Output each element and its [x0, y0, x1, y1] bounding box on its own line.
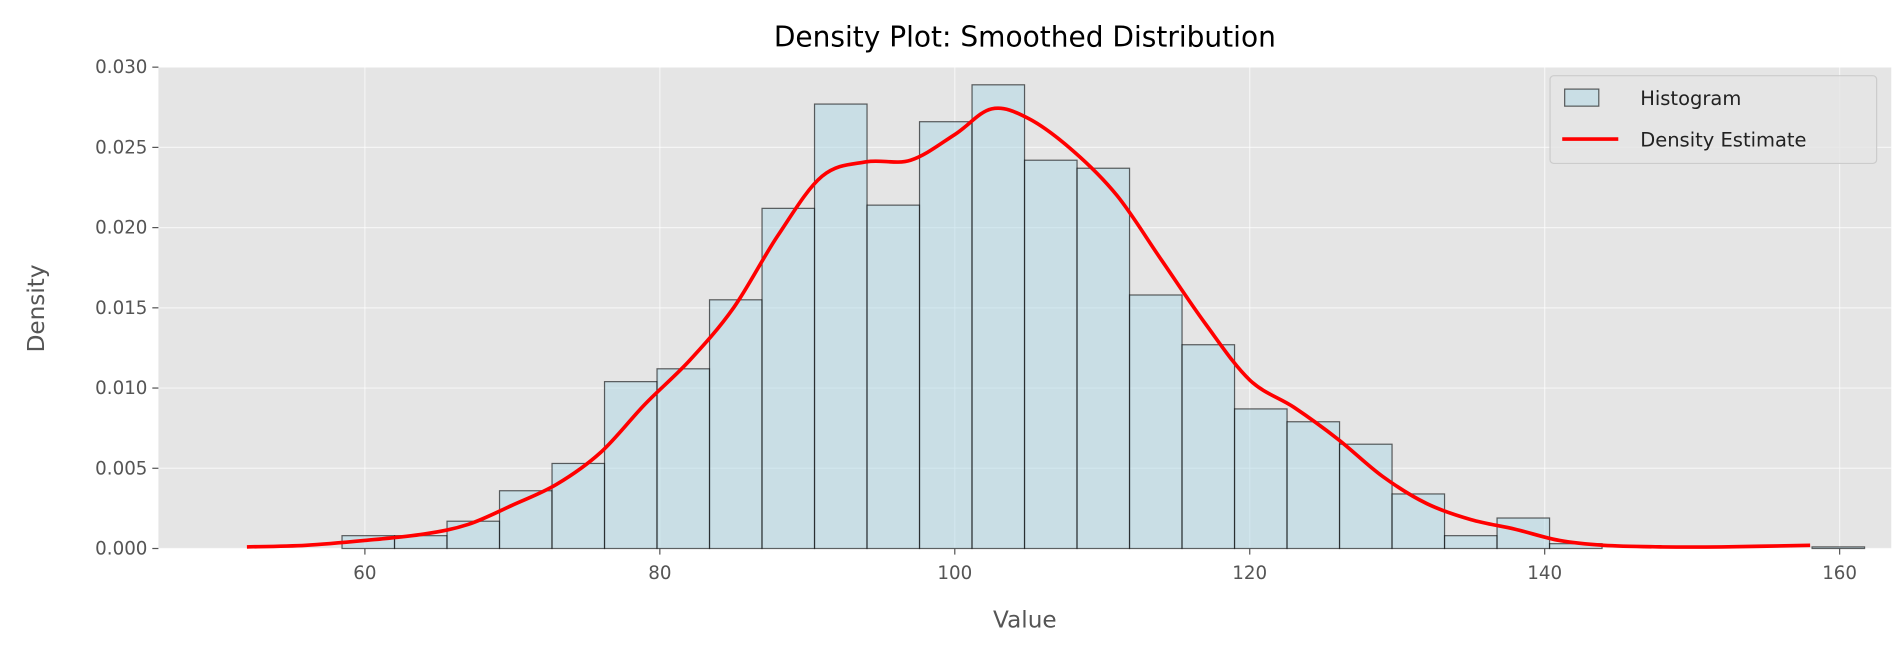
x-tick-label: 80 — [648, 563, 671, 584]
histogram-bar — [446, 520, 501, 550]
histogram-bar — [971, 84, 1026, 550]
y-tick-label: 0.030 — [95, 57, 147, 78]
chart-title: Density Plot: Smoothed Distribution — [774, 20, 1276, 53]
histogram-bar — [1286, 421, 1341, 550]
histogram-bar — [551, 462, 606, 550]
histogram-bars — [341, 84, 1866, 550]
legend-density-label: Density Estimate — [1640, 128, 1806, 151]
y-ticks: 0.000 0.005 0.010 0.015 0.020 0.025 0.030 — [95, 57, 159, 560]
x-tick-label: 160 — [1822, 563, 1857, 584]
histogram-bar — [1391, 493, 1446, 550]
histogram-bar — [761, 207, 816, 550]
density-curve — [246, 106, 1811, 549]
legend-histogram-swatch — [1564, 88, 1600, 107]
y-tick-label: 0.015 — [95, 298, 147, 319]
histogram-bar — [1338, 443, 1393, 550]
x-tick-label: 120 — [1232, 563, 1267, 584]
histogram-bar — [1076, 167, 1131, 550]
y-tick-label: 0.025 — [95, 137, 147, 158]
histogram-bar — [866, 204, 921, 550]
histogram-bar — [1181, 344, 1236, 550]
histogram-bar — [656, 368, 711, 550]
histogram-bar — [1443, 535, 1498, 550]
legend-box — [1549, 75, 1878, 165]
y-tick-label: 0.005 — [95, 458, 147, 479]
legend: Histogram Density Estimate — [1549, 75, 1878, 165]
y-tick-label: 0.020 — [95, 218, 147, 239]
x-tick-label: 100 — [937, 563, 972, 584]
x-tick-label: 140 — [1527, 563, 1562, 584]
x-axis-label: Value — [993, 608, 1057, 634]
x-ticks: 60 80 100 120 140 160 — [353, 548, 1857, 584]
histogram-bar — [1811, 546, 1866, 550]
histogram-bar — [708, 299, 763, 550]
y-tick-label: 0.010 — [95, 378, 147, 399]
histogram-bar — [1128, 294, 1183, 550]
histogram-bar — [1023, 159, 1078, 550]
histogram-bar — [603, 381, 658, 550]
histogram-bar — [1496, 517, 1551, 550]
histogram-bar — [813, 103, 868, 550]
legend-histogram-label: Histogram — [1640, 87, 1741, 110]
x-tick-label: 60 — [353, 563, 376, 584]
histogram-bar — [1233, 408, 1288, 550]
histogram-bar — [918, 121, 973, 550]
y-axis-label: Density — [24, 264, 50, 352]
y-tick-label: 0.000 — [95, 539, 147, 560]
